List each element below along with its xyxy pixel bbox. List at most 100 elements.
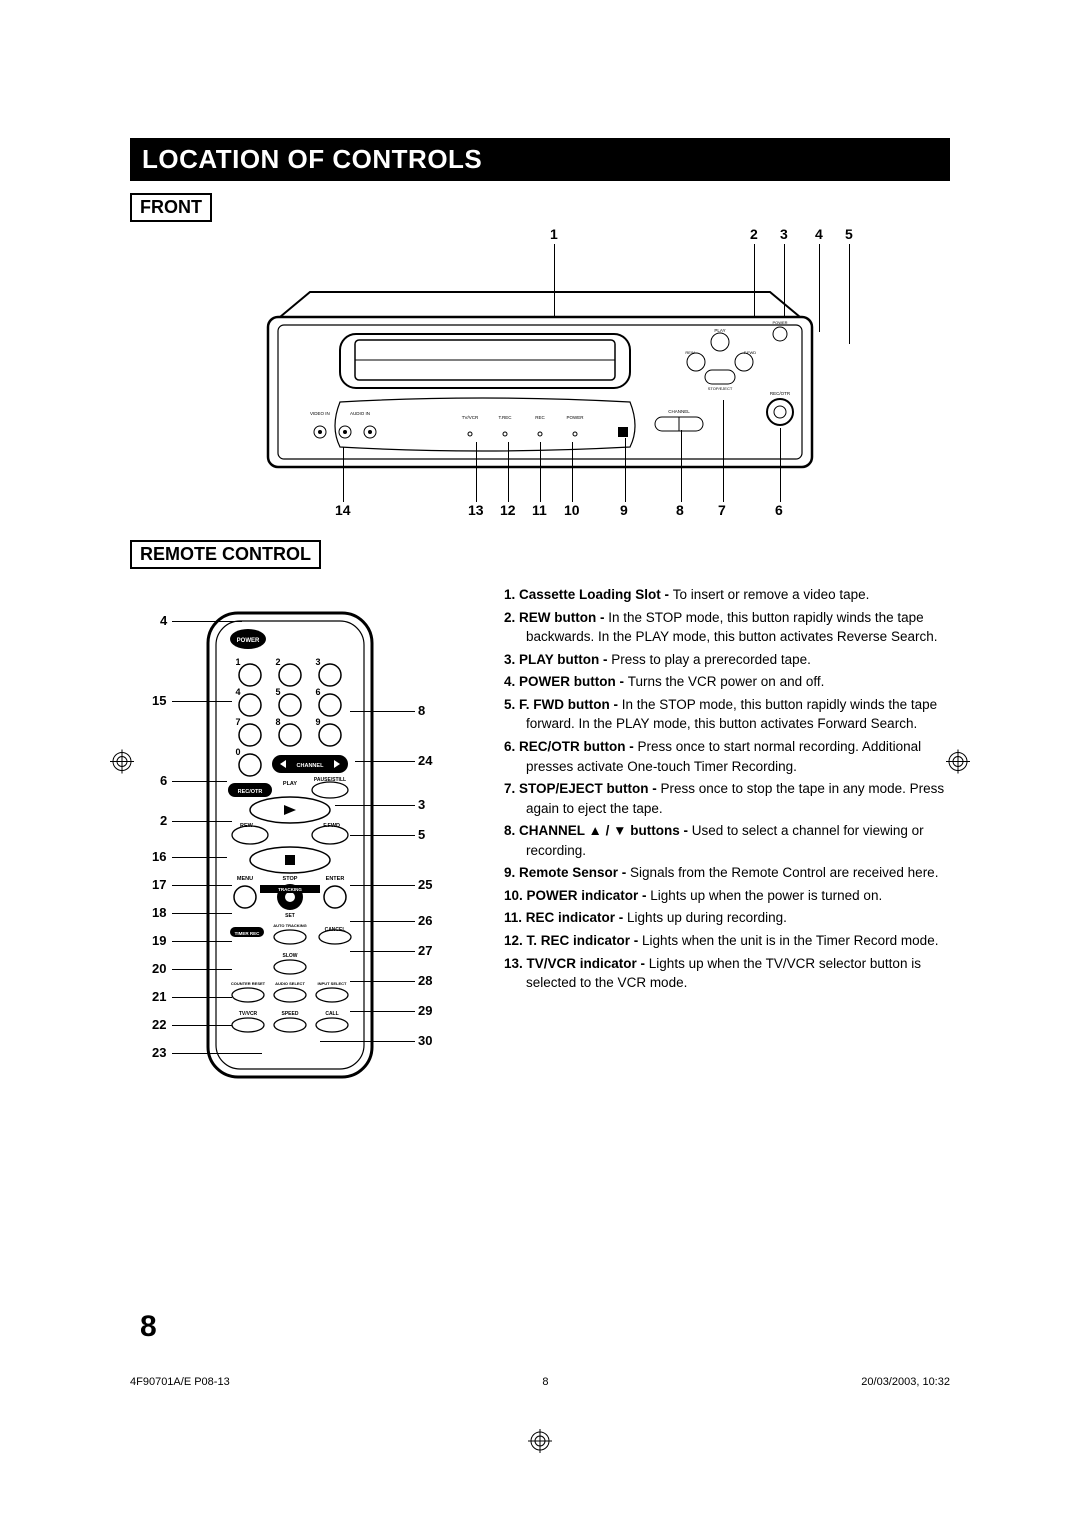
- svg-text:AUTO TRACKING: AUTO TRACKING: [273, 923, 306, 928]
- footer-mid: 8: [542, 1376, 548, 1388]
- remote-callout-19: 19: [152, 933, 166, 948]
- front-callout-7: 7: [718, 502, 726, 518]
- svg-text:9: 9: [315, 717, 320, 727]
- description-item: 1. Cassette Loading Slot - To insert or …: [504, 585, 950, 605]
- front-diagram: 1 2 3 4 5 PLAY REW F.FWD S: [220, 232, 860, 522]
- svg-text:POWER: POWER: [566, 415, 584, 420]
- remote-callout-6: 6: [160, 773, 167, 788]
- svg-text:POWER: POWER: [237, 638, 260, 644]
- svg-text:TRACKING: TRACKING: [278, 887, 302, 892]
- svg-text:0: 0: [235, 747, 240, 757]
- front-callout-12: 12: [500, 502, 516, 518]
- remote-callout-16: 16: [152, 849, 166, 864]
- svg-text:4: 4: [235, 687, 240, 697]
- description-item: 10. POWER indicator - Lights up when the…: [504, 886, 950, 906]
- svg-text:REC: REC: [535, 415, 545, 420]
- svg-text:CHANNEL: CHANNEL: [297, 763, 325, 769]
- front-heading: FRONT: [130, 193, 212, 222]
- svg-text:PLAY: PLAY: [714, 328, 725, 333]
- remote-callout-25: 25: [418, 877, 432, 892]
- remote-heading: REMOTE CONTROL: [130, 540, 321, 569]
- descriptions-list: 1. Cassette Loading Slot - To insert or …: [504, 575, 950, 1115]
- svg-text:REW: REW: [240, 823, 254, 829]
- svg-text:REC/OTR: REC/OTR: [238, 789, 263, 795]
- svg-text:CALL: CALL: [325, 1011, 338, 1017]
- remote-callout-22: 22: [152, 1017, 166, 1032]
- description-item: 13. TV/VCR indicator - Lights up when th…: [504, 954, 950, 993]
- description-item: 11. REC indicator - Lights up during rec…: [504, 908, 950, 928]
- svg-text:F.FWD: F.FWD: [744, 350, 756, 355]
- svg-text:ENTER: ENTER: [326, 876, 345, 882]
- remote-callout-24: 24: [418, 753, 432, 768]
- description-item: 12. T. REC indicator - Lights when the u…: [504, 931, 950, 951]
- svg-text:PAUSE/STILL: PAUSE/STILL: [314, 777, 346, 783]
- description-item: 3. PLAY button - Press to play a prereco…: [504, 650, 950, 670]
- remote-callout-29: 29: [418, 1003, 432, 1018]
- svg-text:SPEED: SPEED: [282, 1011, 299, 1017]
- remote-callout-4: 4: [160, 613, 167, 628]
- remote-callout-27: 27: [418, 943, 432, 958]
- svg-text:MENU: MENU: [237, 876, 253, 882]
- svg-text:COUNTER RESET: COUNTER RESET: [231, 981, 266, 986]
- remote-callout-18: 18: [152, 905, 166, 920]
- remote-callout-23: 23: [152, 1045, 166, 1060]
- remote-callout-28: 28: [418, 973, 432, 988]
- remote-callout-30: 30: [418, 1033, 432, 1048]
- svg-text:POWER: POWER: [772, 320, 787, 325]
- svg-text:1: 1: [235, 657, 240, 667]
- description-item: 2. REW button - In the STOP mode, this b…: [504, 608, 950, 647]
- description-item: 9. Remote Sensor - Signals from the Remo…: [504, 863, 950, 883]
- remote-callout-5: 5: [418, 827, 425, 842]
- description-item: 6. REC/OTR button - Press once to start …: [504, 737, 950, 776]
- svg-text:8: 8: [275, 717, 280, 727]
- svg-text:INPUT SELECT: INPUT SELECT: [318, 981, 347, 986]
- svg-text:TV/VCR: TV/VCR: [239, 1011, 258, 1017]
- remote-callout-15: 15: [152, 693, 166, 708]
- remote-callout-17: 17: [152, 877, 166, 892]
- front-callout-9: 9: [620, 502, 628, 518]
- registration-mark-bottom: [528, 1429, 552, 1458]
- front-callout-13: 13: [468, 502, 484, 518]
- svg-text:STOP: STOP: [283, 876, 298, 882]
- remote-diagram: 4 15 6 2 16 17 18 19 20 21 22 23 8 24 3 …: [130, 575, 480, 1115]
- front-callout-2: 2: [750, 226, 758, 242]
- front-callout-10: 10: [564, 502, 580, 518]
- svg-text:STOP/EJECT: STOP/EJECT: [708, 386, 733, 391]
- remote-callout-26: 26: [418, 913, 432, 928]
- svg-text:SET: SET: [285, 913, 295, 919]
- description-item: 5. F. FWD button - In the STOP mode, thi…: [504, 695, 950, 734]
- front-callout-1: 1: [550, 226, 558, 242]
- front-callout-6: 6: [775, 502, 783, 518]
- remote-callout-3: 3: [418, 797, 425, 812]
- svg-text:T.REC: T.REC: [498, 415, 512, 420]
- front-callout-11: 11: [532, 502, 547, 518]
- page-title: LOCATION OF CONTROLS: [130, 138, 950, 181]
- remote-callout-20: 20: [152, 961, 166, 976]
- svg-text:AUDIO IN: AUDIO IN: [350, 411, 370, 416]
- svg-text:5: 5: [275, 687, 280, 697]
- svg-text:2: 2: [275, 657, 280, 667]
- svg-text:REC/OTR: REC/OTR: [770, 391, 791, 396]
- svg-text:TV/VCR: TV/VCR: [462, 415, 479, 420]
- svg-text:AUDIO SELECT: AUDIO SELECT: [275, 981, 305, 986]
- svg-text:PLAY: PLAY: [283, 781, 297, 787]
- footer: 4F90701A/E P08-13 8 20/03/2003, 10:32: [130, 1376, 950, 1388]
- remote-callout-8: 8: [418, 703, 425, 718]
- manual-page: LOCATION OF CONTROLS FRONT 1 2 3 4 5 PLA…: [130, 138, 950, 1388]
- svg-text:CHANNEL: CHANNEL: [668, 409, 690, 414]
- description-item: 4. POWER button - Turns the VCR power on…: [504, 672, 950, 692]
- svg-text:TIMER REC: TIMER REC: [235, 931, 261, 936]
- page-number: 8: [140, 1310, 157, 1344]
- front-callout-4: 4: [815, 226, 823, 242]
- front-callout-3: 3: [780, 226, 788, 242]
- svg-text:VIDEO IN: VIDEO IN: [310, 411, 330, 416]
- front-callout-8: 8: [676, 502, 684, 518]
- remote-callout-2: 2: [160, 813, 167, 828]
- svg-text:7: 7: [235, 717, 240, 727]
- description-item: 7. STOP/EJECT button - Press once to sto…: [504, 779, 950, 818]
- svg-text:SLOW: SLOW: [283, 953, 298, 959]
- svg-text:3: 3: [315, 657, 320, 667]
- description-item: 8. CHANNEL ▲ / ▼ buttons - Used to selec…: [504, 821, 950, 860]
- footer-right: 20/03/2003, 10:32: [861, 1376, 950, 1388]
- svg-text:REW: REW: [685, 350, 695, 355]
